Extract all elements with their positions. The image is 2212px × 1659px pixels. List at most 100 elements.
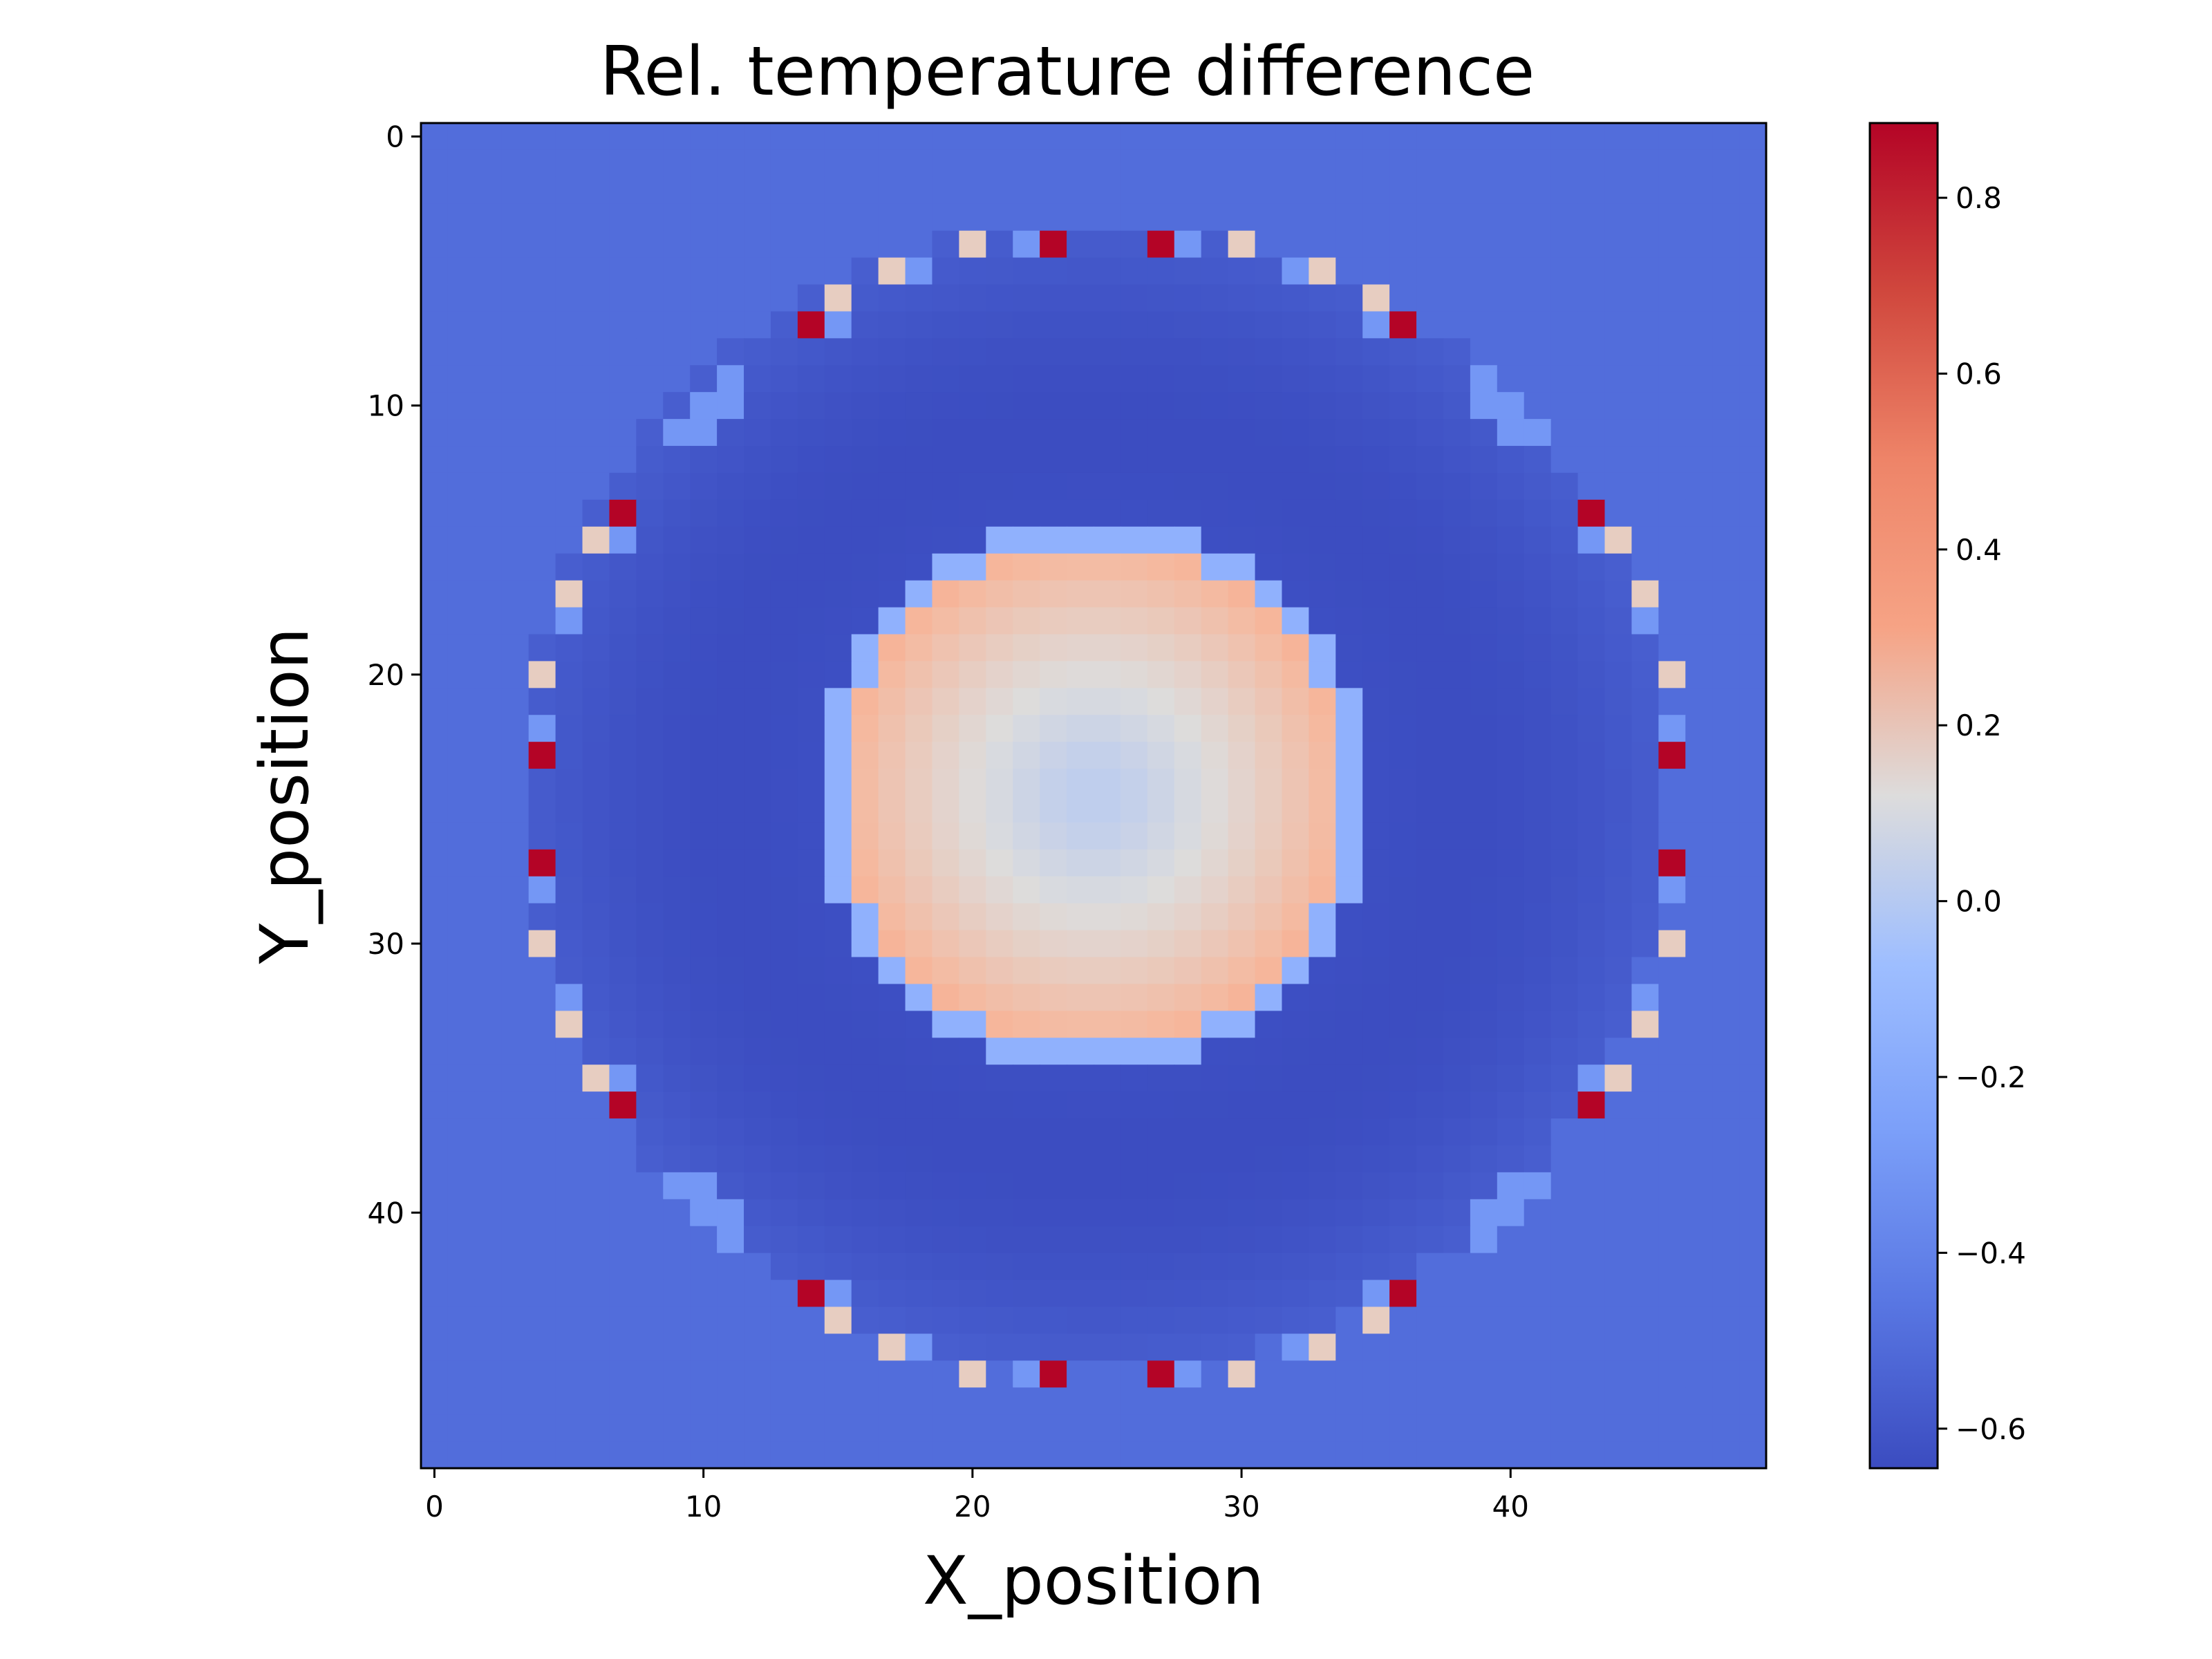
- heatmap-cell: [770, 472, 798, 500]
- heatmap-cell: [797, 1387, 825, 1415]
- heatmap-cell: [1470, 822, 1498, 850]
- heatmap-cell: [1335, 769, 1363, 796]
- heatmap-cell: [1739, 1118, 1767, 1146]
- heatmap-cell: [1470, 311, 1498, 339]
- heatmap-cell: [447, 1145, 476, 1173]
- heatmap-cell: [528, 311, 556, 339]
- heatmap-cell: [636, 338, 664, 366]
- heatmap-cell: [1577, 634, 1606, 662]
- heatmap-cell: [1739, 1145, 1767, 1173]
- heatmap-cell: [1739, 472, 1767, 500]
- heatmap-cell: [1416, 1065, 1444, 1092]
- heatmap-cell: [959, 742, 986, 769]
- heatmap-cell: [1685, 1306, 1713, 1334]
- heatmap-cell: [1362, 1441, 1390, 1469]
- heatmap-cell: [959, 903, 986, 931]
- heatmap-cell: [1712, 796, 1740, 823]
- heatmap-cell: [1147, 338, 1175, 366]
- heatmap-cell: [1147, 553, 1175, 581]
- heatmap-cell: [770, 338, 798, 366]
- heatmap-cell: [582, 930, 610, 958]
- heatmap-cell: [1362, 446, 1390, 474]
- heatmap-cell: [1497, 446, 1525, 474]
- heatmap-cell: [959, 257, 986, 285]
- heatmap-cell: [1416, 661, 1444, 688]
- heatmap-cell: [1120, 1387, 1148, 1415]
- heatmap-cell: [1335, 1306, 1363, 1334]
- heatmap-cell: [1255, 769, 1283, 796]
- heatmap-cell: [717, 1441, 744, 1469]
- heatmap-cell: [824, 1280, 852, 1308]
- heatmap-cell: [690, 1172, 718, 1200]
- heatmap-cell: [1147, 1145, 1175, 1173]
- heatmap-cell: [959, 1387, 986, 1415]
- heatmap-cell: [986, 876, 1013, 904]
- heatmap-cell: [447, 822, 476, 850]
- heatmap-cell: [447, 1333, 476, 1361]
- heatmap-cell: [1147, 903, 1175, 931]
- heatmap-cell: [744, 1441, 771, 1469]
- heatmap-cell: [717, 1253, 744, 1281]
- heatmap-cell: [1658, 688, 1686, 715]
- heatmap-cell: [1255, 230, 1283, 259]
- heatmap-cell: [1470, 796, 1498, 823]
- heatmap-cell: [851, 1011, 879, 1038]
- heatmap-cell: [447, 984, 476, 1011]
- heatmap-cell: [1443, 203, 1471, 232]
- heatmap-cell: [1309, 419, 1336, 447]
- heatmap-cell: [1174, 392, 1202, 420]
- heatmap-cell: [878, 472, 906, 500]
- heatmap-cell: [1389, 257, 1417, 285]
- heatmap-cell: [1362, 1118, 1390, 1146]
- heatmap-cell: [1389, 472, 1417, 500]
- heatmap-cell: [1255, 822, 1283, 850]
- heatmap-cell: [905, 1172, 933, 1200]
- heatmap-cell: [770, 1387, 798, 1415]
- heatmap-cell: [1255, 338, 1283, 366]
- heatmap-cell: [1550, 365, 1579, 393]
- heatmap-cell: [1389, 149, 1417, 178]
- heatmap-cell: [636, 1280, 664, 1308]
- heatmap-cell: [1174, 1306, 1202, 1334]
- heatmap-cell: [986, 1226, 1013, 1254]
- heatmap-cell: [1497, 796, 1525, 823]
- heatmap-cell: [1282, 742, 1309, 769]
- heatmap-cell: [1309, 903, 1336, 931]
- heatmap-cell: [474, 176, 503, 205]
- heatmap-cell: [1067, 553, 1094, 581]
- heatmap-cell: [636, 742, 664, 769]
- heatmap-cell: [474, 1065, 503, 1092]
- heatmap-cell: [1094, 203, 1121, 232]
- heatmap-cell: [1443, 472, 1471, 500]
- heatmap-cell: [1631, 1441, 1659, 1469]
- heatmap-cell: [959, 688, 986, 715]
- heatmap-cell: [1147, 822, 1175, 850]
- heatmap-cell: [1040, 1360, 1067, 1388]
- heatmap-cell: [1550, 1011, 1579, 1038]
- heatmap-cell: [663, 957, 691, 985]
- heatmap-cell: [1013, 257, 1040, 285]
- heatmap-cell: [1120, 365, 1148, 393]
- heatmap-cell: [1309, 311, 1336, 339]
- heatmap-cell: [1631, 715, 1659, 742]
- heatmap-cell: [1309, 123, 1336, 151]
- heatmap-cell: [636, 123, 664, 151]
- heatmap-cell: [959, 472, 986, 500]
- heatmap-cell: [1174, 849, 1202, 877]
- heatmap-cell: [1362, 284, 1390, 312]
- heatmap-cell: [1228, 1145, 1256, 1173]
- heatmap-cell: [1120, 446, 1148, 474]
- heatmap-cell: [1658, 123, 1686, 151]
- heatmap-cell: [824, 607, 852, 635]
- heatmap-cell: [1040, 1118, 1067, 1146]
- heatmap-cell: [690, 688, 718, 715]
- heatmap-cell: [717, 607, 744, 635]
- heatmap-cell: [1524, 607, 1552, 635]
- heatmap-cell: [636, 984, 664, 1011]
- heatmap-cell: [905, 1253, 933, 1281]
- heatmap-cell: [1416, 849, 1444, 877]
- heatmap-cell: [1685, 526, 1713, 554]
- heatmap-cell: [1577, 1145, 1606, 1173]
- heatmap-cell: [1604, 257, 1632, 285]
- heatmap-cell: [1255, 1172, 1283, 1200]
